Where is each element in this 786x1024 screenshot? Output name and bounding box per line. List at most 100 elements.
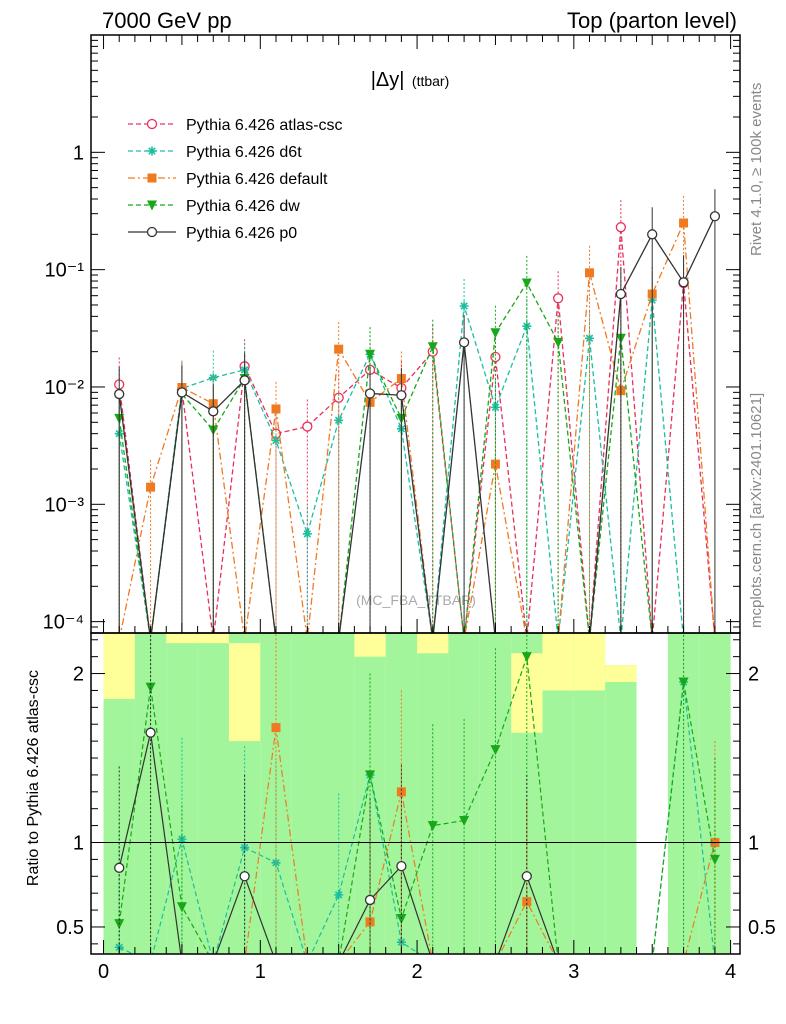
ratio-y-tick-label-right: 0.5 [748, 917, 776, 939]
data-point [458, 337, 470, 348]
data-point [334, 344, 344, 354]
data-point [302, 529, 312, 539]
ratio-point [490, 745, 501, 756]
legend-label: Pythia 6.426 default [186, 171, 328, 188]
band-bin-outer [197, 633, 229, 644]
ratio-point [364, 894, 376, 906]
ratio-point [239, 871, 250, 882]
band-bin [166, 633, 198, 954]
band-bin [448, 633, 480, 954]
ratio-point [114, 862, 125, 873]
axis-tick-labels: 1 10⁻¹ 10⁻² 10⁻³ 10⁻⁴ 0 1 2 3 4 0.5 0.5 1 1 2 2 [43, 142, 776, 983]
data-point [678, 277, 689, 288]
legend-label: Pythia 6.426 dw [186, 198, 300, 215]
ratio-y-tick-label: 0.5 [56, 917, 84, 939]
band-bin-outer [542, 633, 574, 691]
data-point [522, 321, 532, 331]
data-point [114, 388, 125, 400]
y-tick-label: 1 [73, 142, 84, 164]
legend: Pythia 6.426 atlas-csc Pythia 6.426 d6t Py… [128, 117, 343, 242]
data-point [553, 293, 564, 304]
band-bin-outer [605, 665, 637, 682]
rivet-label: Rivet 4.1.0, ≥ 100k events [748, 83, 765, 256]
data-point [459, 301, 469, 311]
x-tick-label: 0 [98, 961, 109, 983]
data-point [396, 390, 407, 401]
legend-marker [147, 173, 157, 183]
data-point [647, 229, 658, 240]
series-line [118, 227, 715, 633]
ratio-line [118, 732, 556, 954]
ratio-point [521, 871, 532, 882]
data-point [271, 404, 281, 414]
data-point [585, 268, 595, 278]
ratio-y-tick-label: 2 [73, 664, 84, 686]
data-point [365, 349, 376, 360]
data-point [490, 328, 501, 339]
data-point [146, 482, 156, 492]
ratio-point [396, 860, 407, 872]
data-point [271, 435, 281, 445]
y-tick-label: 10⁻³ [45, 494, 85, 516]
band-bin-outer [573, 633, 606, 691]
series-line [119, 222, 716, 633]
watermark: (MC_FBA_TTBAR) [356, 592, 476, 608]
x-tick-label: 1 [255, 961, 266, 983]
series-line [118, 281, 653, 633]
band-bin [605, 665, 637, 954]
band-bin-outer [166, 633, 198, 644]
data-point [615, 222, 627, 233]
x-tick-label: 2 [412, 961, 423, 983]
data-point [679, 218, 689, 228]
axis-ticks [91, 34, 740, 954]
ratio-line [245, 727, 716, 954]
data-point [208, 406, 219, 417]
legend-marker [146, 226, 158, 238]
ratio-point [334, 890, 344, 900]
ratio-point [365, 770, 376, 781]
data-point [334, 415, 344, 425]
ratio-point [427, 821, 438, 832]
plot-title: |Δy| (ttbar) [371, 69, 450, 91]
data-point [302, 421, 313, 432]
band-bin [197, 633, 229, 954]
y-tick-label: 10⁻² [45, 377, 85, 399]
main-plot-series [114, 189, 721, 633]
header-left: 7000 GeV pp [102, 8, 232, 33]
data-point [427, 342, 438, 353]
plot-title-main: |Δy| [371, 69, 405, 91]
ratio-point [271, 723, 281, 733]
data-point [239, 375, 250, 386]
band-bin [291, 633, 324, 954]
ratio-point [396, 787, 406, 797]
x-tick-label: 3 [568, 961, 579, 983]
ratio-uncertainty-band [103, 633, 731, 954]
data-point [490, 459, 500, 469]
ratio-point [396, 914, 407, 925]
ratio-point [522, 897, 532, 907]
band-bin-outer [103, 633, 135, 699]
data-point [553, 337, 564, 348]
ratio-point [459, 816, 470, 827]
series-line [118, 216, 716, 633]
ratio-point [678, 677, 689, 688]
ratio-y-tick-label: 1 [73, 832, 84, 854]
data-point [709, 211, 721, 222]
x-tick-label: 4 [725, 961, 736, 983]
ratio-y-tick-label-right: 2 [748, 664, 759, 686]
ratio-point [709, 854, 720, 865]
source-label: mcplots.cern.ch [arXiv:2401.10621] [748, 393, 765, 628]
ratio-y-tick-label-right: 1 [748, 832, 759, 854]
ratio-plot-frame [90, 632, 741, 955]
data-point [615, 288, 627, 300]
ratio-y-axis-label: Ratio to Pythia 6.426 atlas-csc [25, 670, 42, 886]
legend-marker [146, 118, 158, 130]
ratio-point [145, 727, 156, 738]
y-tick-label: 10⁻¹ [45, 260, 85, 282]
ratio-point [521, 652, 532, 663]
data-point [364, 388, 376, 399]
header-right: Top (parton level) [567, 8, 737, 33]
band-bin-outer [417, 633, 449, 654]
band-bin-outer [228, 643, 261, 742]
